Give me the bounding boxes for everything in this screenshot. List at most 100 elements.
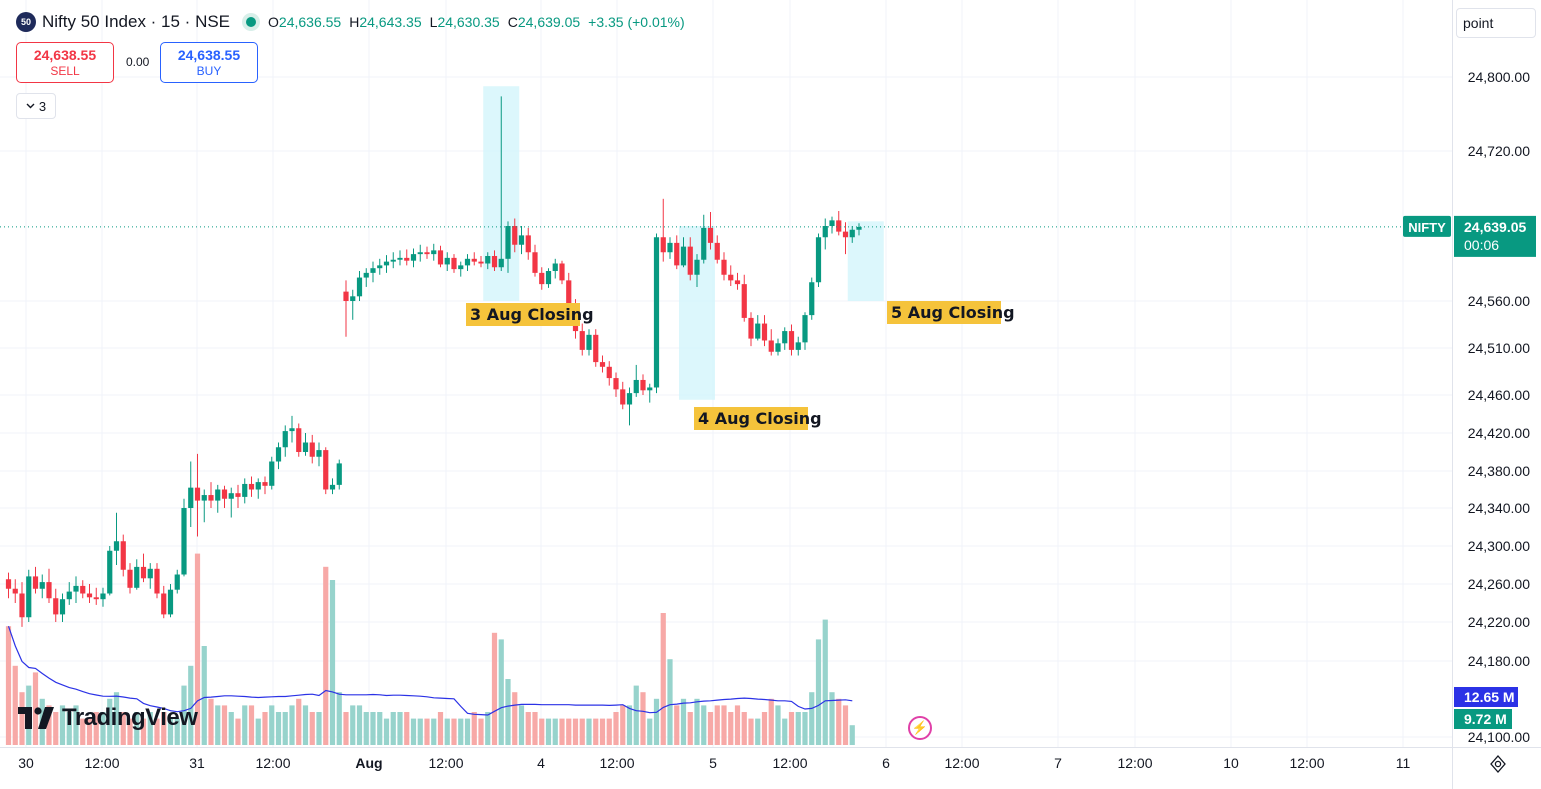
candle-body bbox=[620, 389, 626, 405]
volume-ma-tag-bg bbox=[1454, 687, 1518, 707]
volume-bar bbox=[181, 685, 187, 745]
time-tick-label: 11 bbox=[1396, 755, 1411, 771]
candle-body bbox=[127, 569, 133, 588]
time-tick-label: 5 bbox=[709, 755, 717, 771]
indicators-toggle-button[interactable]: 3 bbox=[16, 93, 56, 119]
volume-bar bbox=[269, 705, 275, 745]
candle bbox=[728, 265, 734, 286]
symbol-tag: NIFTY bbox=[1403, 215, 1451, 237]
candle-body bbox=[140, 566, 147, 579]
candle bbox=[451, 254, 457, 273]
volume-bar bbox=[242, 705, 248, 745]
candle bbox=[32, 566, 39, 594]
volume-bar bbox=[822, 619, 828, 745]
scale-mode-button[interactable]: point bbox=[1456, 8, 1536, 38]
chart-background bbox=[0, 0, 1452, 747]
volume-bar bbox=[5, 626, 12, 745]
volume-bar bbox=[383, 718, 390, 745]
candle-body bbox=[849, 229, 855, 238]
price-tick-label: 24,800.00 bbox=[1468, 69, 1530, 85]
price-tick-label: 24,180.00 bbox=[1468, 653, 1530, 669]
candle bbox=[802, 312, 808, 350]
symbol-badge-icon: 50 bbox=[16, 12, 36, 32]
volume-bar bbox=[728, 712, 734, 745]
candle-body bbox=[154, 568, 160, 594]
candle bbox=[620, 381, 626, 410]
volume-bar bbox=[660, 613, 666, 745]
closing-annotation: 3 Aug Closing bbox=[466, 303, 594, 326]
volume-ma-tag: 12.65 M bbox=[1454, 687, 1518, 707]
candle bbox=[687, 237, 693, 281]
candle-body bbox=[586, 334, 592, 350]
candle bbox=[532, 244, 538, 277]
candle-body bbox=[410, 254, 417, 261]
volume-bar bbox=[154, 718, 160, 745]
candle bbox=[485, 252, 491, 270]
candle bbox=[579, 323, 585, 356]
symbol-title[interactable]: Nifty 50 Index · 15 · NSE bbox=[42, 12, 231, 31]
candle bbox=[127, 563, 133, 594]
candle bbox=[775, 338, 781, 356]
candle bbox=[242, 478, 248, 504]
candle bbox=[356, 271, 363, 301]
lightning-icon[interactable]: ⚡ bbox=[908, 716, 932, 740]
candle-body bbox=[640, 379, 646, 391]
candle bbox=[545, 268, 552, 288]
annotation-label: 4 Aug Closing bbox=[698, 409, 822, 428]
sell-button[interactable]: 24,638.55 SELL bbox=[16, 42, 114, 83]
volume-bar bbox=[167, 718, 174, 745]
candle bbox=[437, 245, 444, 268]
volume-bar bbox=[370, 712, 376, 745]
volume-bar bbox=[53, 712, 59, 745]
candle-body bbox=[19, 593, 25, 618]
candle-body bbox=[680, 246, 687, 266]
time-tick-label: 12:00 bbox=[772, 755, 807, 771]
symbol-header: 50 Nifty 50 Index · 15 · NSE O24,636.55 … bbox=[16, 12, 685, 32]
volume-bar bbox=[397, 712, 403, 745]
price-tick-label: 24,220.00 bbox=[1468, 614, 1530, 630]
candle bbox=[707, 211, 714, 250]
candle bbox=[235, 484, 241, 508]
candle bbox=[100, 587, 106, 607]
volume-bar bbox=[356, 705, 363, 745]
volume-bar bbox=[19, 692, 25, 745]
gear-icon[interactable] bbox=[1488, 754, 1508, 774]
price-axis[interactable]: 24,800.00 24,720.00 24,560.00 24,510.00 24,4… bbox=[1452, 0, 1531, 789]
volume-bar bbox=[599, 718, 606, 745]
volume-bar bbox=[626, 705, 633, 745]
candle bbox=[518, 226, 525, 255]
candle-body bbox=[512, 226, 518, 245]
candle bbox=[633, 364, 639, 397]
candle bbox=[134, 559, 140, 590]
candle bbox=[748, 312, 754, 347]
volume-bar bbox=[734, 705, 741, 745]
candle bbox=[431, 243, 437, 261]
volume-bar bbox=[329, 580, 336, 745]
time-axis[interactable]: 30 12:00 31 12:00 Aug 12:00 4 12:00 5 12:00 6 12:00… bbox=[0, 747, 1541, 772]
candle bbox=[383, 255, 390, 273]
candle-body bbox=[107, 550, 113, 594]
candle bbox=[478, 256, 484, 268]
price-tick-label: 24,560.00 bbox=[1468, 293, 1530, 309]
volume-bar bbox=[545, 718, 552, 745]
buy-label: BUY bbox=[196, 64, 222, 78]
candle bbox=[282, 425, 288, 457]
candle-body bbox=[201, 495, 207, 501]
indicators-count: 3 bbox=[38, 98, 47, 114]
closing-annotation: 4 Aug Closing bbox=[694, 407, 822, 430]
volume-bar bbox=[606, 718, 612, 745]
time-tick-label: 12:00 bbox=[428, 755, 463, 771]
candle bbox=[397, 250, 403, 266]
candle-body bbox=[842, 231, 849, 238]
volume-bar bbox=[424, 718, 430, 745]
volume-bar bbox=[215, 705, 221, 745]
candle-body bbox=[242, 483, 248, 497]
price-tick-label: 24,510.00 bbox=[1468, 340, 1530, 356]
volume-bar bbox=[768, 698, 774, 745]
volume-bar bbox=[221, 705, 228, 745]
candle-body bbox=[404, 257, 410, 261]
annotation-label: 3 Aug Closing bbox=[470, 305, 594, 324]
buy-button[interactable]: 24,638.55 BUY bbox=[160, 42, 258, 83]
candle-body bbox=[606, 366, 612, 379]
